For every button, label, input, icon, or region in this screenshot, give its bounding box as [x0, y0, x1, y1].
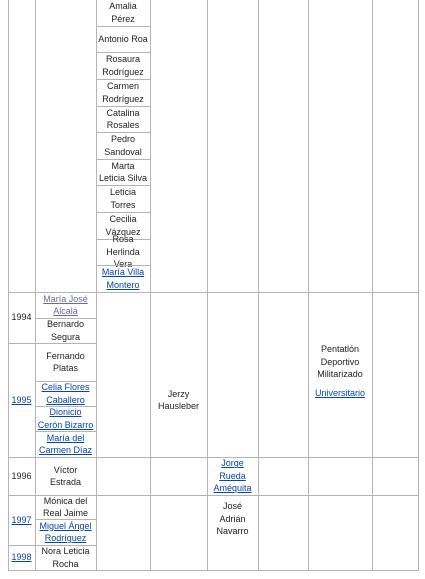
athlete-name: Víctor Estrada [49, 464, 82, 488]
athlete-name: Cecilia Vázquez [105, 214, 141, 237]
table-cell [258, 0, 309, 293]
coach-name[interactable]: Jorge Rueda Améquita [213, 458, 252, 494]
table-cell [150, 292, 208, 458]
club-name: Pentatlón Deportivo Militarizado [317, 344, 363, 380]
coach-name: Jerzy Hausleber [157, 388, 200, 412]
year: 1996 [11, 470, 32, 481]
table-cell [372, 457, 419, 496]
athlete-name: Rosa Herlinda Vera [106, 234, 140, 270]
athlete-name: Fernando Platas [46, 350, 85, 374]
athlete-name[interactable]: María del Carmen Díaz [38, 432, 92, 456]
year[interactable]: 1998 [11, 552, 32, 563]
athlete-name: Carmen Rodríguez [102, 81, 144, 104]
year[interactable]: 1997 [11, 514, 32, 525]
table-cell [207, 0, 259, 293]
table-cell [372, 292, 419, 458]
year[interactable]: 1995 [11, 394, 32, 405]
athlete-name[interactable]: Celia Flores Caballero [41, 382, 90, 405]
athlete-name[interactable]: María Villa Montero [101, 267, 145, 290]
table-cell [8, 0, 36, 293]
athlete-name: Marta Leticia Silva [98, 160, 148, 184]
athlete-name[interactable]: Dionicio Cerón Bizarro [37, 407, 94, 430]
athlete-name: Rosaura Rodríguez [102, 54, 144, 77]
athlete-name: Bernardo Segura [46, 319, 85, 342]
athlete-name: Amalia Pérez [109, 1, 137, 24]
table-cell [96, 292, 151, 458]
table-cell [96, 457, 151, 496]
table-cell [150, 495, 208, 571]
table-cell [207, 292, 259, 458]
athlete-name: Antonio Roa [98, 33, 148, 44]
table-cell [372, 0, 419, 293]
athlete-name: Leticia Torres [109, 187, 136, 210]
athlete-name: Mónica del Real Jaime [42, 495, 89, 519]
table-cell [96, 495, 151, 571]
coach-name: José Adrián Navarro [216, 501, 249, 537]
athlete-name[interactable]: Miguel Ángel Rodríguez [39, 520, 92, 544]
table-cell [258, 495, 309, 571]
athlete-name[interactable]: María José Alcalá [43, 293, 88, 317]
table-cell [150, 457, 208, 496]
table-cell [308, 457, 373, 496]
club-name[interactable]: Universitario [314, 387, 365, 398]
athlete-name: Catalina Rosales [106, 107, 140, 131]
table-cell [308, 0, 373, 293]
table-cell [372, 495, 419, 571]
table-cell [308, 495, 373, 571]
table-cell [258, 292, 309, 458]
year: 1994 [11, 312, 32, 323]
table-cell [150, 0, 208, 293]
table-cell [258, 457, 309, 496]
athlete-name: Pedro Sandoval [104, 134, 142, 157]
athlete-name: Nora Leticia Rocha [41, 546, 90, 569]
table-cell [35, 0, 97, 293]
